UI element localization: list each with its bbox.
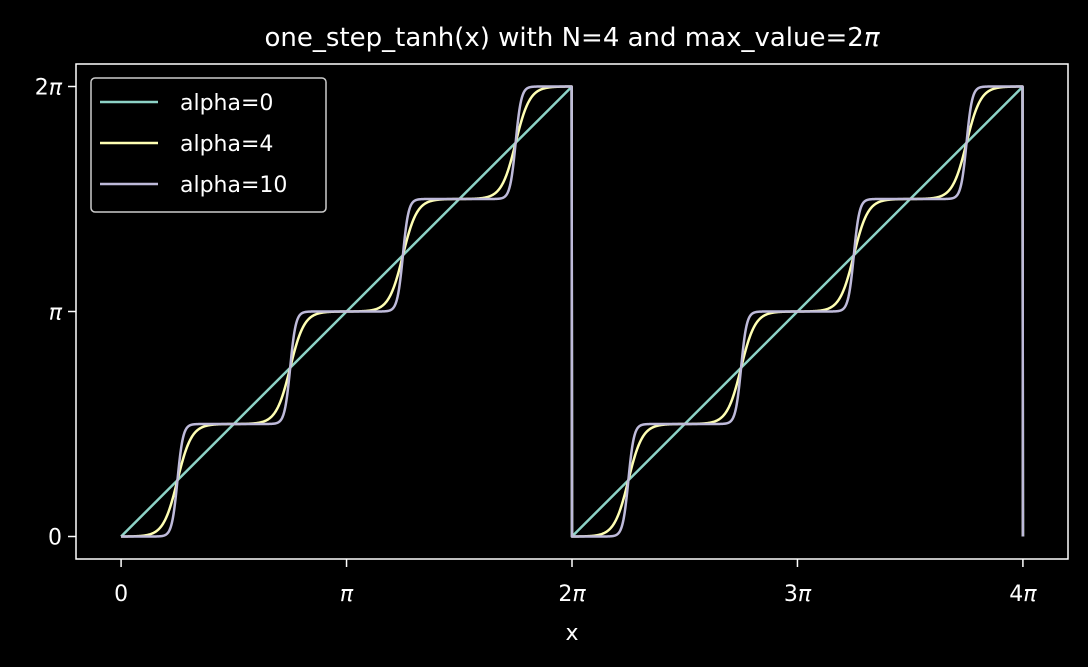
x-tick-label: 2π bbox=[558, 582, 586, 607]
legend-box bbox=[90, 77, 327, 213]
series-group bbox=[120, 85, 1025, 538]
y-tick-label: 2π bbox=[35, 76, 63, 101]
x-tick-label: 0 bbox=[114, 582, 128, 607]
chart-title: one_step_tanh(x) with N=4 and max_value=… bbox=[265, 23, 880, 53]
legend-label-alpha=0: alpha=0 bbox=[180, 91, 273, 116]
x-axis-label: x bbox=[565, 621, 578, 646]
x-axis-ticks: 0 π 2π 3π 4π bbox=[114, 559, 1037, 607]
y-axis-ticks: 0 π 2π bbox=[35, 76, 76, 551]
legend-label-alpha=10: alpha=10 bbox=[180, 173, 287, 198]
legend-label-alpha=4: alpha=4 bbox=[180, 132, 273, 157]
x-tick-label: π bbox=[340, 582, 354, 607]
x-tick-label: 3π bbox=[784, 582, 812, 607]
series-line-alpha=10 bbox=[120, 85, 1025, 538]
y-tick-label: 0 bbox=[48, 526, 62, 551]
x-tick-label: 4π bbox=[1009, 582, 1037, 607]
legend: alpha=0 alpha=4 alpha=10 bbox=[90, 77, 327, 213]
y-tick-label: π bbox=[49, 301, 63, 326]
